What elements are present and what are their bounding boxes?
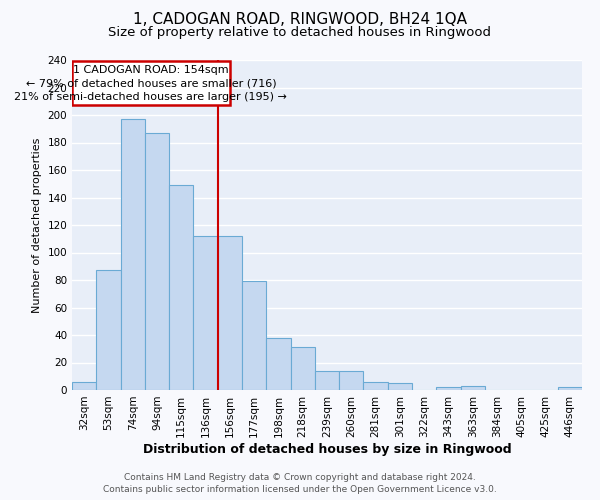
Y-axis label: Number of detached properties: Number of detached properties <box>32 138 42 312</box>
Bar <box>72 382 96 390</box>
X-axis label: Distribution of detached houses by size in Ringwood: Distribution of detached houses by size … <box>143 442 511 456</box>
Bar <box>339 371 364 390</box>
Bar <box>436 387 461 390</box>
Text: Size of property relative to detached houses in Ringwood: Size of property relative to detached ho… <box>109 26 491 39</box>
Bar <box>121 119 145 390</box>
Text: Contains HM Land Registry data © Crown copyright and database right 2024.
Contai: Contains HM Land Registry data © Crown c… <box>103 472 497 494</box>
Bar <box>461 386 485 390</box>
Bar <box>96 270 121 390</box>
Bar <box>364 382 388 390</box>
Bar <box>145 133 169 390</box>
FancyBboxPatch shape <box>72 62 230 106</box>
Bar <box>169 185 193 390</box>
Bar <box>266 338 290 390</box>
Bar <box>290 348 315 390</box>
Bar <box>315 371 339 390</box>
Bar <box>218 236 242 390</box>
Bar <box>558 387 582 390</box>
Text: 1, CADOGAN ROAD, RINGWOOD, BH24 1QA: 1, CADOGAN ROAD, RINGWOOD, BH24 1QA <box>133 12 467 28</box>
Bar <box>193 236 218 390</box>
Text: 1 CADOGAN ROAD: 154sqm
← 79% of detached houses are smaller (716)
21% of semi-de: 1 CADOGAN ROAD: 154sqm ← 79% of detached… <box>14 65 287 102</box>
Bar <box>242 282 266 390</box>
Bar <box>388 383 412 390</box>
